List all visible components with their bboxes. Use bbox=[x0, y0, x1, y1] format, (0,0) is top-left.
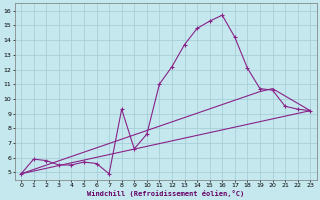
X-axis label: Windchill (Refroidissement éolien,°C): Windchill (Refroidissement éolien,°C) bbox=[87, 190, 244, 197]
